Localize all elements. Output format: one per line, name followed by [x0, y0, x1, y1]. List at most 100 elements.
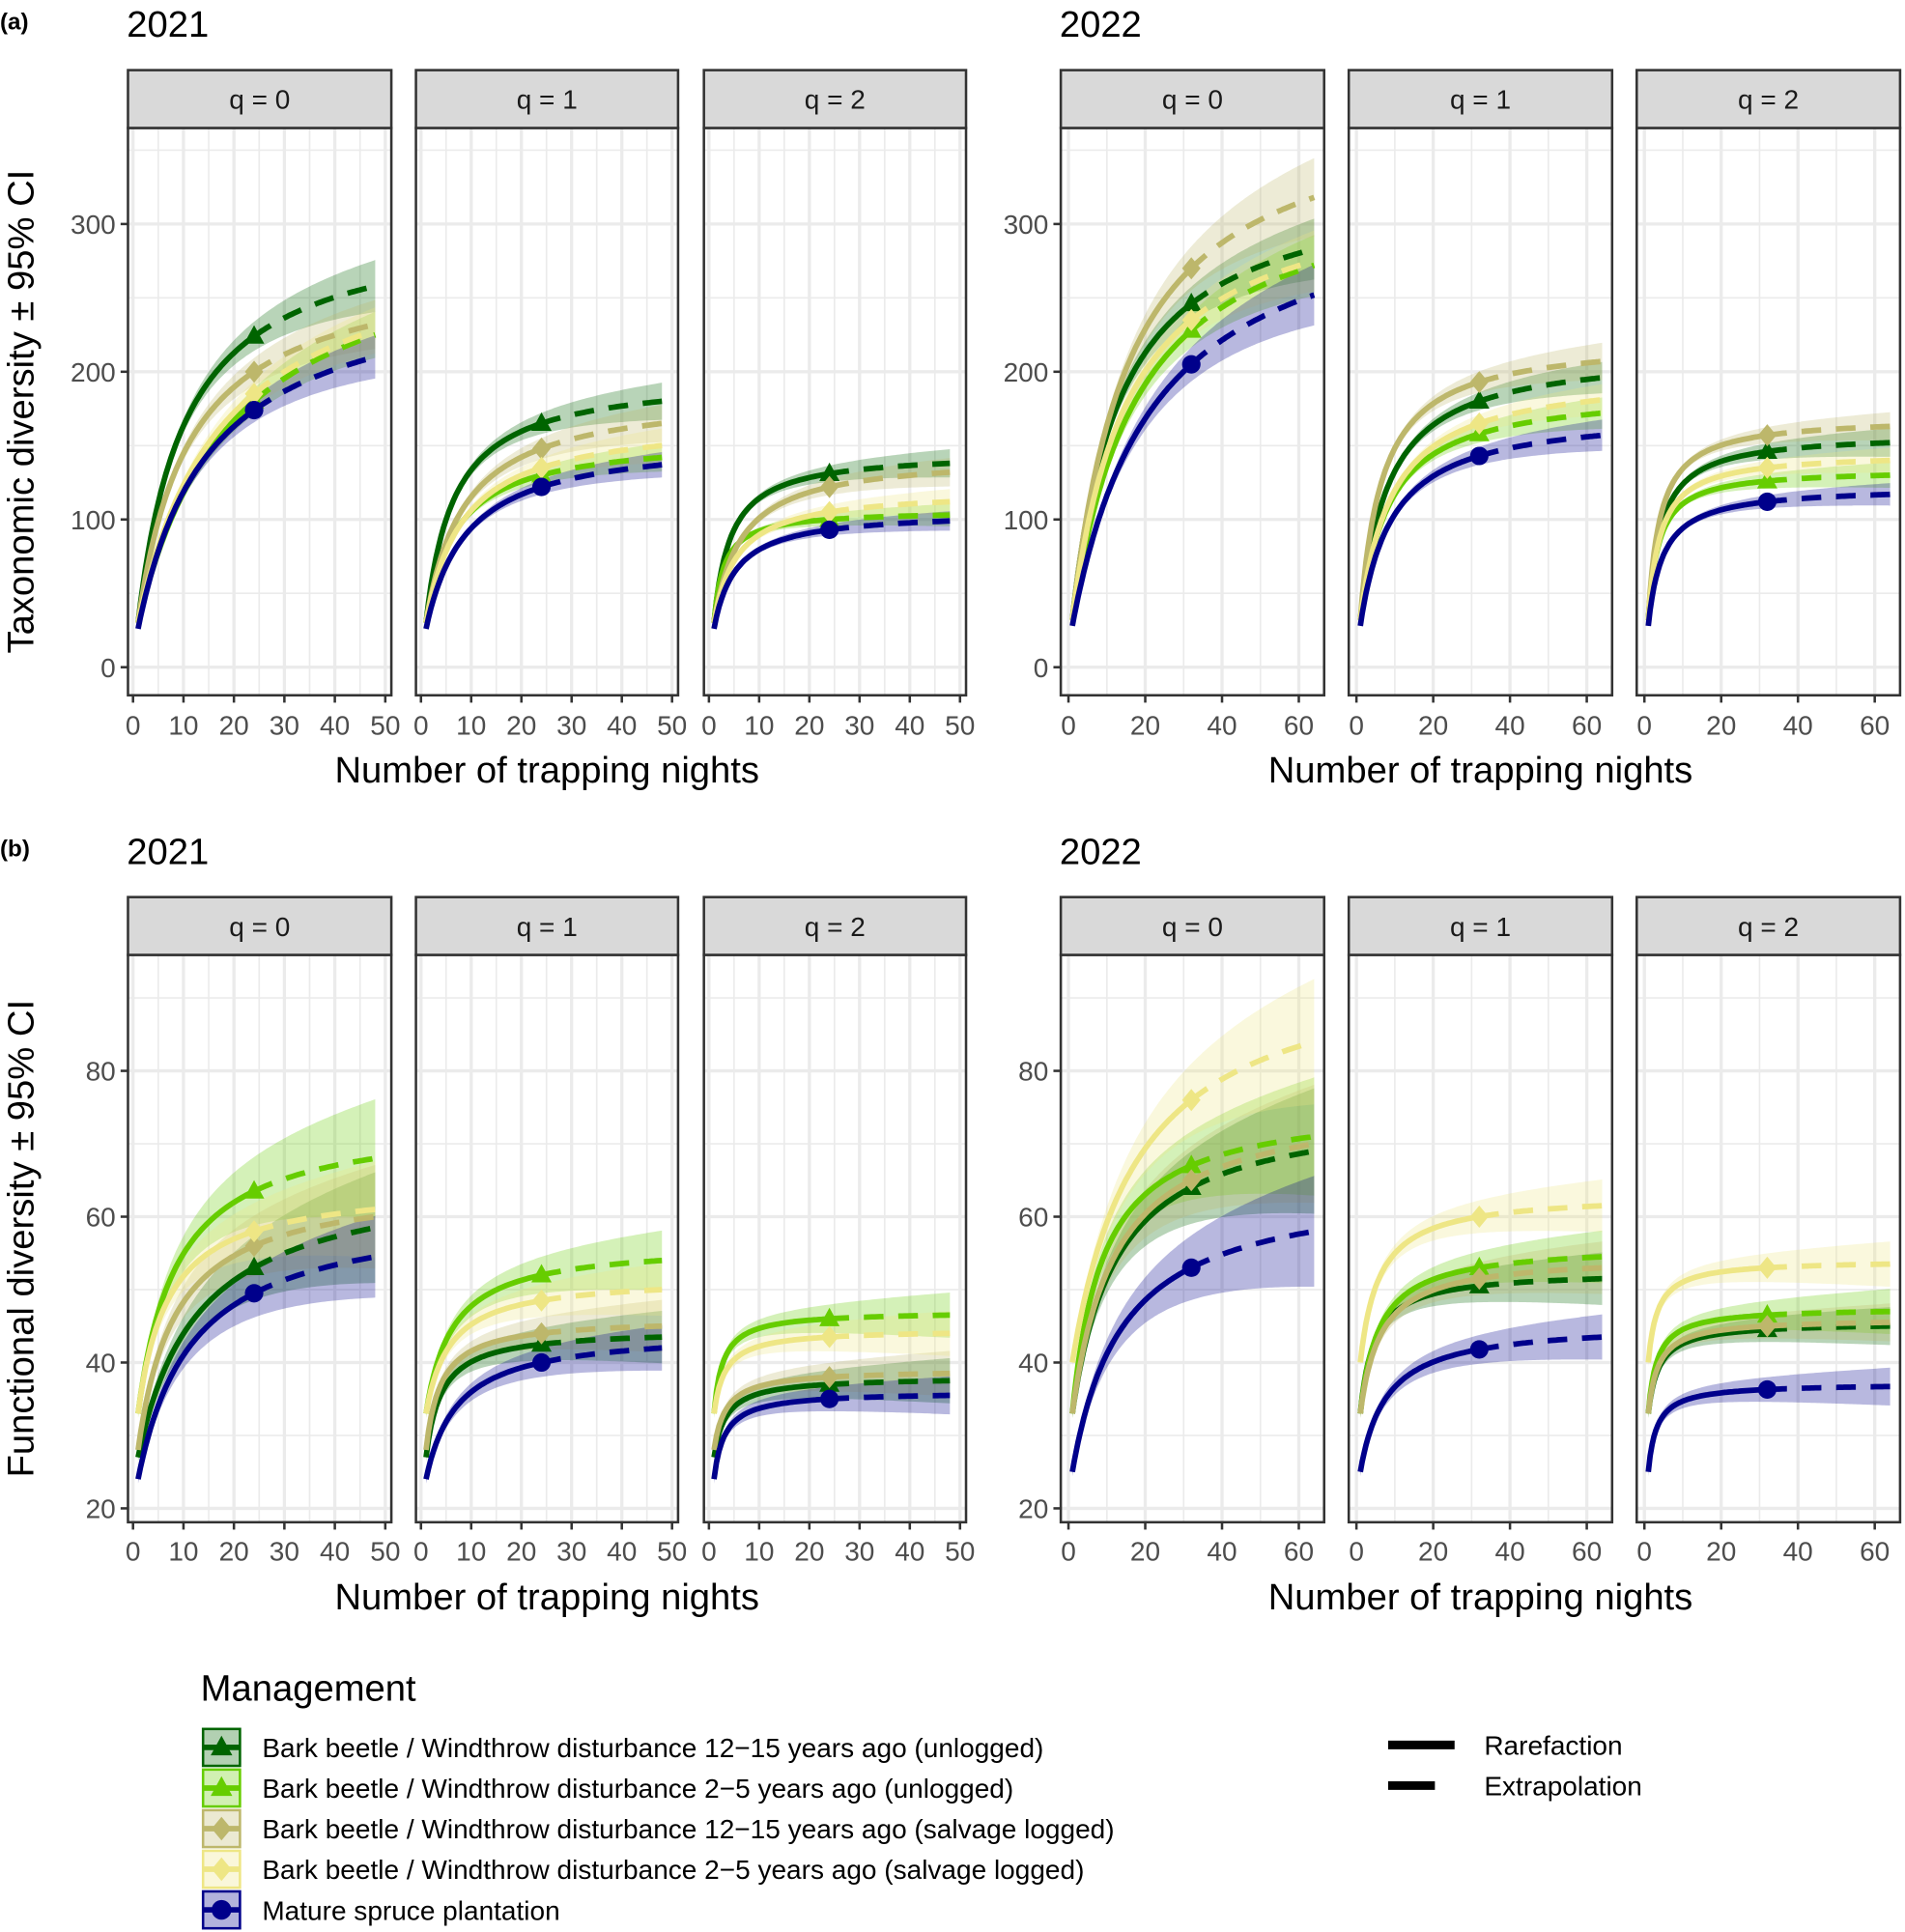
rarefaction-line	[711, 1396, 830, 1480]
extrapolation-line	[252, 1254, 376, 1296]
y-axis-title: Functional diversity ± 95% CI	[0, 1000, 42, 1477]
rarefaction-line	[1645, 432, 1768, 620]
confidence-ribbon	[137, 1161, 376, 1418]
year-title: 2022	[1060, 831, 1142, 872]
y-tick-label: 300	[1004, 210, 1049, 240]
rarefaction-line	[423, 1272, 543, 1414]
facet-strip	[414, 895, 680, 956]
confidence-ribbon	[714, 503, 951, 624]
rarefaction-line	[711, 1374, 830, 1451]
rarefaction-line	[711, 1316, 830, 1414]
confidence-ribbon	[714, 1310, 951, 1418]
panel-background	[1349, 954, 1612, 1522]
confidence-ribbon	[1360, 1314, 1603, 1477]
x-tick-label: 10	[456, 711, 486, 741]
confidence-ribbon	[426, 1310, 663, 1463]
confidence-ribbon	[1648, 447, 1891, 621]
extrapolation-line	[252, 354, 377, 412]
confidence-ribbon	[1072, 1176, 1315, 1477]
panel-background	[1636, 954, 1900, 1522]
triangle-marker-icon	[211, 1776, 233, 1797]
x-tick-label: 0	[1349, 711, 1364, 741]
rarefaction-line	[1069, 1264, 1193, 1473]
observed-point	[244, 360, 264, 384]
x-axis-title: Number of trapping nights	[334, 750, 759, 791]
rarefaction-line	[423, 445, 543, 624]
rarefaction-line	[423, 1341, 542, 1459]
rarefaction-line	[1645, 1386, 1768, 1473]
confidence-ribbon	[137, 1164, 376, 1455]
facet-panel: q = 1 0 10 20 30 40 50	[413, 895, 687, 1566]
extrapolation-line	[1478, 432, 1603, 459]
confidence-ribbon	[426, 1299, 663, 1455]
rarefaction-line	[711, 470, 831, 624]
extrapolation-line	[1189, 194, 1316, 270]
extrapolation-line	[252, 1155, 376, 1194]
observed-point	[1180, 293, 1202, 312]
x-tick-label: 40	[1495, 1536, 1525, 1566]
facet-strip-label: q = 0	[229, 85, 290, 115]
x-tick-label: 60	[1860, 711, 1890, 741]
confidence-ribbon	[1360, 361, 1603, 621]
observed-point	[243, 1256, 265, 1276]
facet-panel: q = 2 0 10 20 30 40 50	[701, 69, 975, 741]
x-tick-label: 30	[556, 711, 586, 741]
year-title: 2021	[127, 4, 209, 45]
rarefaction-line	[1645, 1312, 1768, 1414]
y-tick-label: 20	[86, 1494, 116, 1524]
rarefaction-line	[1069, 1178, 1193, 1414]
panel-label: (a)	[0, 10, 29, 36]
observed-point	[1468, 1256, 1490, 1276]
rarefaction-line	[1069, 266, 1194, 621]
rarefaction-line	[135, 1243, 256, 1451]
extrapolation-line	[252, 1225, 376, 1270]
confidence-ribbon	[426, 1230, 663, 1418]
x-tick-label: 20	[1418, 711, 1448, 741]
rarefaction-line	[1357, 1264, 1480, 1414]
facet-panel: q = 1 0 20 40 60	[1347, 69, 1614, 741]
observed-point	[243, 1179, 265, 1199]
rarefaction-line	[1357, 420, 1481, 621]
x-tick-label: 40	[607, 711, 637, 741]
x-tick-label: 0	[1061, 1536, 1076, 1566]
x-tick-label: 30	[844, 1536, 874, 1566]
rarefaction-line	[1645, 498, 1768, 627]
observed-point	[531, 1352, 552, 1373]
x-tick-label: 20	[506, 1536, 536, 1566]
rarefaction-line	[135, 333, 256, 624]
year-group-2022: 2022 Number of trapping nights 20 40 60 80 q =…	[1018, 831, 1902, 1618]
facet-strip	[1347, 69, 1614, 129]
y-tick-label: 0	[1034, 653, 1049, 683]
facet-strip-label: q = 0	[1162, 85, 1223, 115]
x-tick-label: 20	[1130, 1536, 1160, 1566]
linetype-label: Rarefaction	[1484, 1731, 1622, 1761]
figure-section-b: (b) Functional diversity ± 95% CI 2021 Numb…	[0, 831, 1902, 1618]
confidence-ribbon	[137, 1098, 376, 1418]
x-tick-label: 20	[219, 711, 249, 741]
triangle-marker-icon	[211, 1735, 233, 1756]
panel-label: (b)	[0, 837, 30, 863]
x-tick-label: 0	[413, 711, 429, 741]
observed-point	[819, 462, 840, 481]
panel-background	[1061, 954, 1324, 1522]
facet-strip	[127, 895, 393, 956]
x-tick-label: 40	[1207, 1536, 1237, 1566]
facet-strip	[1635, 69, 1902, 129]
facet-strip-label: q = 2	[1738, 912, 1799, 942]
y-tick-label: 20	[1018, 1494, 1048, 1524]
x-tick-label: 20	[219, 1536, 249, 1566]
legend-item: Bark beetle / Windthrow disturbance 2−5 …	[201, 1768, 1013, 1808]
confidence-ribbon	[137, 1172, 376, 1463]
rarefaction-line	[135, 1291, 256, 1480]
facet-strip-label: q = 0	[1162, 912, 1223, 942]
confidence-ribbon	[426, 1263, 663, 1418]
observed-point	[1180, 1154, 1202, 1174]
facet-panel: q = 0 0 20 40 60	[1059, 895, 1325, 1566]
x-tick-label: 40	[1783, 1536, 1813, 1566]
observed-point	[1469, 446, 1489, 466]
y-tick-label: 40	[86, 1349, 116, 1378]
x-tick-label: 50	[657, 711, 687, 741]
extrapolation-line	[1478, 375, 1603, 405]
x-tick-label: 20	[1706, 1536, 1736, 1566]
